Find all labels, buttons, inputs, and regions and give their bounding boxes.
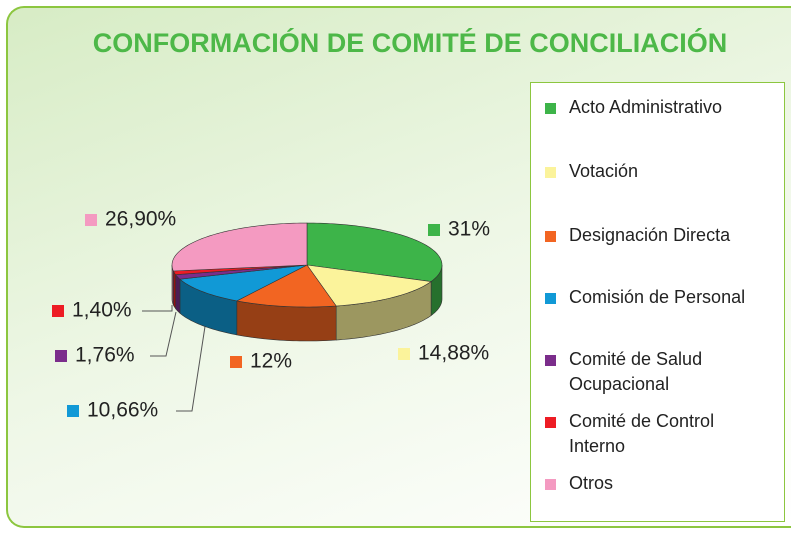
- pie-tops: [171, 222, 443, 308]
- legend-swatch: [545, 479, 556, 490]
- data-label: 10,66%: [87, 399, 158, 422]
- pie-slice: [235, 264, 337, 308]
- label-swatch: [67, 405, 79, 417]
- legend-label: Votación: [569, 161, 639, 181]
- leader-line: [150, 311, 177, 357]
- legend-label: Designación Directa: [569, 225, 731, 245]
- label-swatch: [52, 305, 64, 317]
- label-swatch: [230, 356, 242, 368]
- legend-swatch: [545, 167, 556, 178]
- label-swatch: [428, 224, 440, 236]
- legend-swatch: [545, 103, 556, 114]
- legend-label: Comisión de Personal: [569, 287, 746, 307]
- pie-slice: [179, 264, 308, 302]
- legend-swatch: [545, 293, 556, 304]
- pie-sides: [171, 264, 443, 342]
- legend-swatch: [545, 355, 556, 366]
- pie-side: [175, 273, 181, 314]
- legend-swatch: [545, 231, 556, 242]
- legend-swatch: [545, 417, 556, 428]
- legend-label: Acto Administrativo: [569, 97, 723, 117]
- legend-label: Comité de Control Interno: [569, 411, 715, 456]
- label-swatch: [398, 348, 410, 360]
- pie-slice: [306, 222, 443, 282]
- data-label: 12%: [250, 350, 292, 373]
- legend-label: Comité de Salud Ocupacional: [569, 349, 703, 394]
- pie-side: [173, 270, 176, 310]
- leader-line: [142, 305, 173, 312]
- pie-slice: [171, 222, 308, 272]
- data-label: 14,88%: [418, 342, 489, 365]
- pie-slice: [306, 264, 432, 307]
- data-label: 1,40%: [72, 299, 132, 322]
- data-label: 1,76%: [75, 344, 135, 367]
- legend-label: Otros: [569, 473, 614, 493]
- data-label: 26,90%: [105, 208, 176, 231]
- leader-line: [176, 319, 207, 412]
- chart-title: CONFORMACIÓN DE COMITÉ DE CONCILIACIÓN: [92, 28, 728, 58]
- label-swatch: [55, 350, 67, 362]
- legend: Acto Administrativo Votación Designación D…: [530, 82, 785, 522]
- label-swatch: [85, 214, 97, 226]
- data-label: 31%: [448, 218, 490, 241]
